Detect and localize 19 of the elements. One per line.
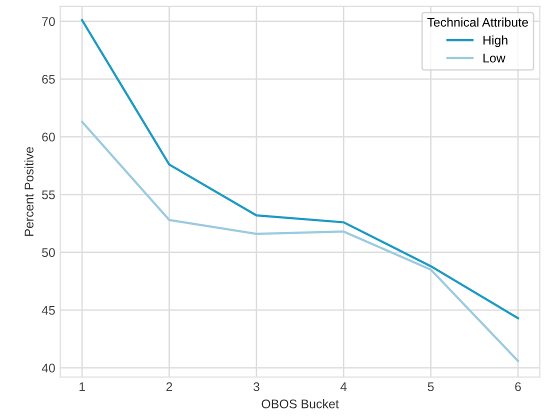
x-tick-label: 5 [428, 382, 434, 392]
x-tick-label: 3 [253, 382, 260, 392]
legend-label: Low [483, 54, 506, 63]
x-tick-label: 6 [515, 382, 521, 392]
x-tick-label: 1 [80, 382, 85, 392]
y-tick-label: 45 [42, 306, 55, 315]
y-tick-label: 70 [42, 17, 55, 26]
y-axis-title: Percent Positive [24, 147, 34, 236]
line-series [80, 120, 520, 362]
y-tick-label: 40 [42, 364, 55, 373]
y-tick-label: 65 [42, 74, 55, 84]
x-tick-label: 4 [340, 382, 347, 392]
legend-label: High [483, 35, 508, 48]
x-tick-label: 2 [166, 382, 172, 392]
y-tick-label: 55 [42, 190, 55, 200]
y-tick-label: 50 [42, 248, 55, 257]
y-tick-label: 60 [42, 132, 55, 142]
legend-title: Technical Attribute [427, 18, 528, 27]
x-axis-title: OBOS Bucket [262, 399, 339, 408]
